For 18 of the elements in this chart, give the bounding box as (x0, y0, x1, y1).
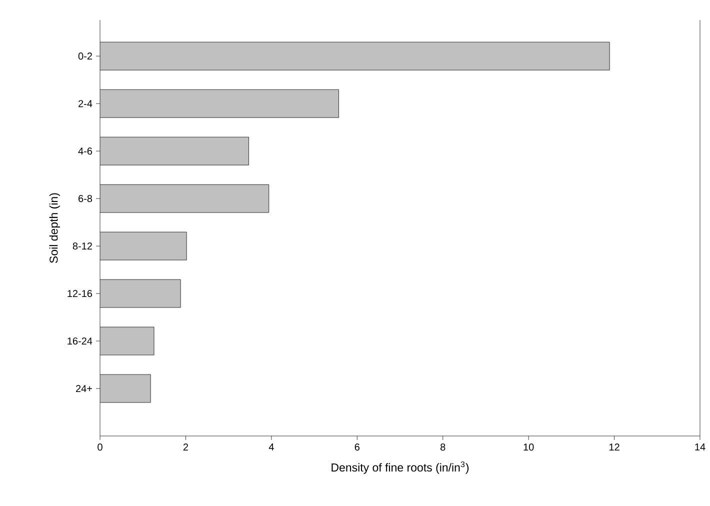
y-tick-label: 16-24 (68, 337, 92, 345)
y-axis-title: Soil depth (in) (49, 193, 60, 263)
y-tick-label: 2-4 (78, 100, 92, 108)
y-tick-label: 24+ (76, 385, 92, 392)
y-tick-label: 0-2 (78, 52, 92, 60)
x-tick-label: 8 (440, 444, 446, 451)
y-tick-label: 6-8 (78, 195, 92, 202)
x-axis-title: Density of fine roots (in/in$^{3}$) (332, 461, 469, 474)
y-tick-label: 8-12 (72, 242, 92, 250)
x-tick-label: 2 (183, 444, 188, 451)
x-tick-label: 14 (695, 444, 706, 450)
x-tick-label: 6 (354, 444, 360, 451)
x-tick-label: 12 (609, 444, 620, 451)
x-tick-label: 10 (524, 444, 534, 451)
y-tick-label: 12-16 (68, 290, 92, 298)
y-tick-label: 4-6 (78, 148, 92, 155)
x-tick-label: 4 (268, 444, 274, 450)
x-tick-label: 0 (98, 444, 102, 451)
